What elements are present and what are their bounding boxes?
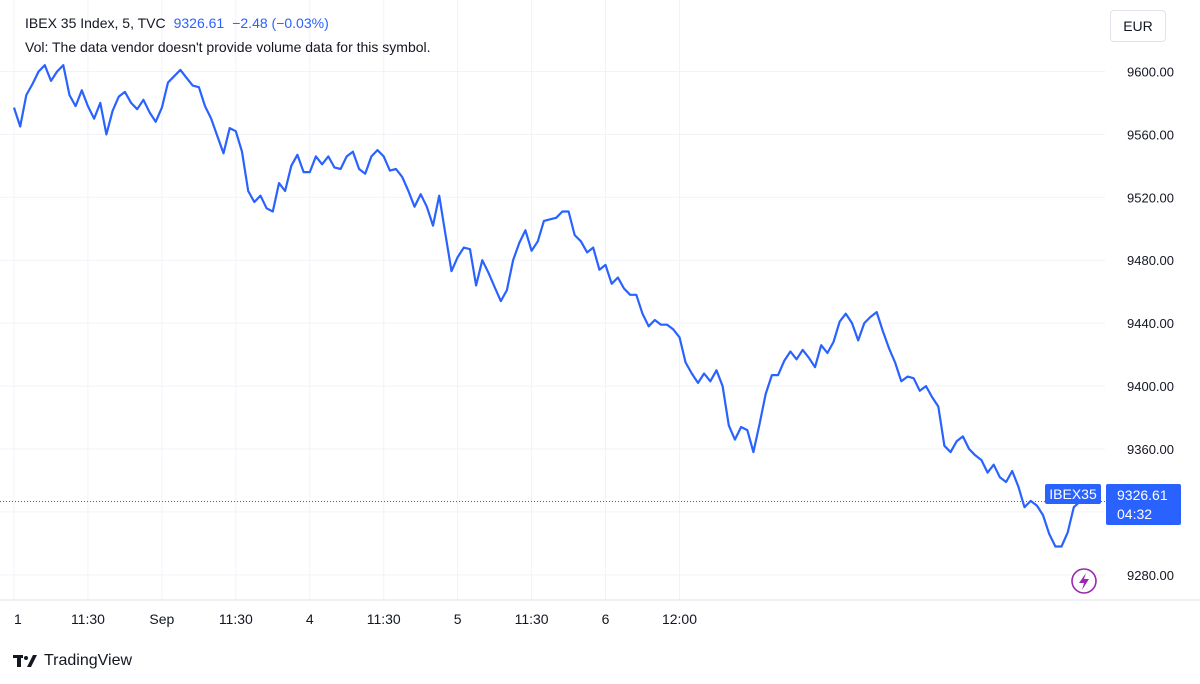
symbol-badge: [1045, 484, 1101, 504]
symbol-badge-text: IBEX35: [1049, 486, 1097, 502]
x-tick-label: 11:30: [367, 611, 401, 627]
y-tick-label: 9520.00: [1127, 190, 1174, 205]
tradingview-logo-icon: [13, 655, 37, 667]
chart-grid: [0, 0, 1105, 600]
y-tick-label: 9560.00: [1127, 127, 1174, 142]
countdown-text: 04:32: [1117, 506, 1152, 522]
y-tick-label: 9440.00: [1127, 316, 1174, 331]
x-tick-label: 11:30: [219, 611, 253, 627]
currency-button[interactable]: EUR: [1110, 10, 1166, 42]
brand-name: TradingView: [44, 652, 133, 669]
price-badge-text: 9326.61: [1117, 487, 1168, 503]
price-badge: [1106, 484, 1181, 525]
legend-volume-note: Vol: The data vendor doesn't provide vol…: [25, 39, 431, 55]
legend-symbol[interactable]: IBEX 35 Index, 5, TVC: [25, 15, 166, 31]
x-tick-label: 12:00: [662, 611, 697, 627]
y-tick-label: 9480.00: [1127, 253, 1174, 268]
x-tick-label: Sep: [149, 611, 174, 627]
y-tick-label: 9600.00: [1127, 64, 1174, 79]
price-axis[interactable]: 9280.00 9360.00 9400.00 9440.00 9480.00 9520.…: [1127, 64, 1174, 582]
x-tick-label: 4: [306, 611, 314, 627]
y-tick-label: 9360.00: [1127, 442, 1174, 457]
tradingview-brand[interactable]: TradingView: [13, 652, 132, 670]
x-tick-label: 11:30: [515, 611, 549, 627]
x-tick-label: 1: [14, 611, 22, 627]
time-axis[interactable]: 1 11:30 Sep 11:30 4 11:30 5 11:30 6 12:00: [14, 611, 697, 627]
legend-symbol-row: IBEX 35 Index, 5, TVC 9326.61 −2.48 (−0.03…: [25, 15, 329, 31]
legend-change: −2.48 (−0.03%): [232, 15, 329, 31]
x-tick-label: 5: [454, 611, 462, 627]
y-tick-label: 9400.00: [1127, 379, 1174, 394]
price-badges: IBEX35 9326.61 04:32: [1045, 484, 1181, 525]
x-tick-label: 6: [602, 611, 610, 627]
y-tick-label: 9280.00: [1127, 568, 1174, 583]
legend-last-price: 9326.61: [173, 15, 225, 31]
x-tick-label: 11:30: [71, 611, 105, 627]
lightning-icon[interactable]: [1071, 568, 1097, 594]
series-line: [12, 64, 1081, 548]
